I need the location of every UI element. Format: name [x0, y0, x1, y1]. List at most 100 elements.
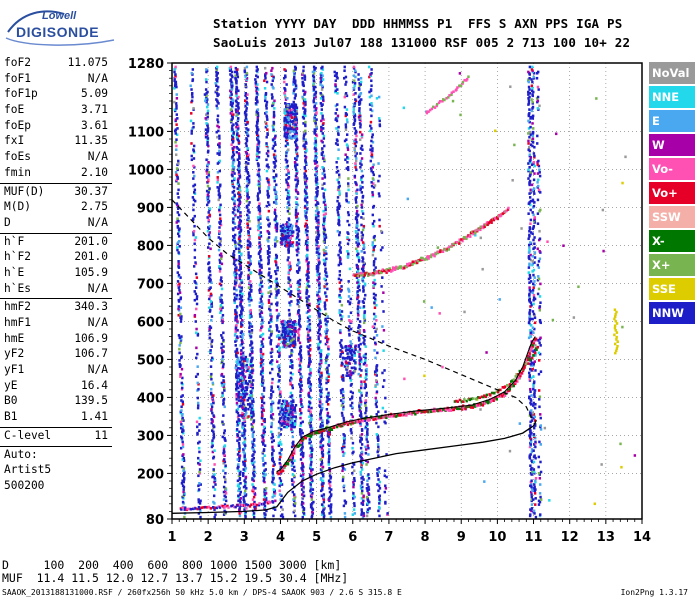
echo-dot — [530, 303, 533, 307]
echo-dot — [317, 301, 320, 305]
echo-dot — [259, 234, 263, 238]
echo-dot — [174, 128, 178, 131]
echo-dot — [263, 86, 267, 90]
echo-dot — [361, 489, 364, 493]
param-value: 105.9 — [74, 265, 108, 279]
echo-dot — [238, 313, 242, 317]
echo-dot — [318, 389, 322, 392]
echo-dot — [257, 174, 261, 178]
echo-dot — [259, 214, 262, 218]
echo-dot — [353, 512, 357, 515]
echo-dot — [212, 468, 215, 471]
digisonde-logo: Lowell DIGISONDE — [4, 4, 124, 50]
echo-dot — [350, 401, 354, 405]
echo-dot — [375, 334, 379, 337]
echo-dot — [249, 384, 253, 387]
echo-dot — [321, 78, 325, 81]
echo-dot — [298, 341, 302, 345]
echo-dot — [237, 127, 240, 130]
echo-dot — [279, 498, 282, 501]
echo-dot — [325, 387, 328, 391]
echo-dot — [215, 70, 218, 74]
echo-dot — [339, 399, 343, 402]
echo-dot — [247, 286, 251, 289]
echo-dot — [208, 207, 212, 210]
echo-dot — [286, 142, 289, 145]
echo-dot — [529, 329, 532, 332]
echo-dot — [289, 303, 292, 307]
echo-dot — [307, 340, 310, 343]
echo-dot — [377, 410, 380, 414]
param-label: foE — [4, 103, 25, 117]
echo-dot — [235, 305, 239, 308]
echo-dot — [235, 266, 238, 269]
echo-dot — [527, 321, 531, 325]
echo-dot — [267, 223, 270, 227]
echo-dot — [316, 189, 319, 193]
echo-dot — [334, 142, 338, 145]
echo-dot — [345, 138, 348, 141]
echo-dot — [269, 371, 272, 375]
echo-dot — [193, 224, 196, 228]
echo-dot — [350, 320, 353, 323]
echo-dot — [348, 318, 351, 322]
echo-dot — [290, 354, 293, 357]
echo-dot — [263, 454, 266, 457]
echo-dot — [324, 233, 327, 237]
echo-dot — [235, 258, 238, 262]
echo-dot — [174, 170, 178, 174]
echo-dot — [255, 89, 258, 93]
echo-dot — [197, 474, 200, 478]
echo-dot — [251, 476, 254, 480]
echo-dot — [236, 351, 239, 355]
echo-dot — [280, 448, 283, 451]
echo-dot — [196, 332, 200, 336]
echo-dot — [267, 261, 270, 264]
echo-dot — [265, 509, 268, 513]
echo-dot — [343, 65, 346, 69]
echo-dot — [182, 459, 186, 463]
echo-dot — [534, 456, 537, 460]
echo-dot — [304, 103, 307, 106]
echo-dot — [243, 492, 246, 495]
echo-dot — [302, 65, 305, 69]
echo-dot — [296, 154, 299, 158]
echo-dot — [206, 90, 209, 94]
echo-dot — [287, 287, 291, 291]
echo-dot — [360, 178, 363, 182]
echo-dot — [529, 453, 532, 456]
echo-dot — [303, 74, 306, 78]
echo-dot — [235, 362, 239, 366]
echo-dot — [248, 287, 252, 291]
echo-dot — [251, 379, 255, 382]
echo-dot — [300, 500, 304, 504]
echo-dot — [339, 344, 343, 347]
echo-dot — [282, 76, 286, 80]
echo-dot — [221, 365, 225, 368]
echo-dot — [528, 262, 531, 266]
echo-dot — [529, 222, 532, 226]
echo-dot — [353, 127, 356, 130]
echo-dot — [198, 450, 201, 454]
echo-dot — [244, 74, 247, 78]
echo-dot — [181, 443, 185, 446]
echo-dot — [199, 509, 202, 513]
echo-dot — [532, 498, 535, 501]
echo-dot — [357, 372, 360, 376]
echo-dot — [300, 488, 304, 491]
echo-dot — [218, 208, 221, 212]
echo-dot — [299, 345, 303, 348]
echo-dot — [289, 265, 292, 268]
echo-dot — [338, 270, 342, 273]
echo-dot — [247, 208, 250, 212]
echo-dot — [291, 364, 294, 367]
echo-dot — [527, 142, 530, 145]
echo-dot — [352, 483, 355, 486]
echo-dot — [324, 203, 327, 207]
echo-dot — [251, 433, 255, 436]
echo-dot — [308, 344, 312, 347]
echo-dot — [176, 207, 180, 210]
echo-dot — [270, 425, 273, 429]
echo-dot — [323, 173, 326, 177]
